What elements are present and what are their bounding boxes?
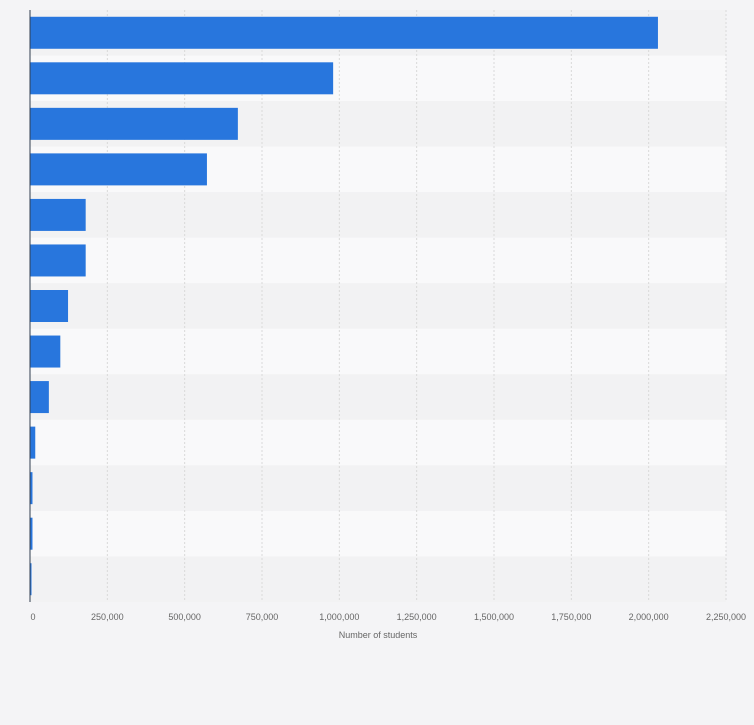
row-band [30,465,726,511]
row-band [30,192,726,238]
bars [30,16,658,596]
x-tick-label: 2,250,000 [706,612,746,622]
bar [30,16,658,49]
bar [30,381,49,414]
x-tick-label: 1,750,000 [551,612,591,622]
row-band [30,237,726,284]
x-tick-label: 1,500,000 [474,612,514,622]
gridlines [106,10,727,602]
bar [30,290,69,322]
bar [30,198,86,231]
row-band [30,556,726,602]
x-tick-label: 0 [30,612,35,622]
bar [30,153,207,186]
bar [30,244,86,277]
x-tick-label: 2,000,000 [629,612,669,622]
x-tick-label: 1,000,000 [319,612,359,622]
bar [30,472,33,505]
bar [30,335,61,368]
row-band [30,510,726,557]
x-tick-label: 750,000 [246,612,279,622]
x-axis-ticks: 0 250,000 500,000 750,000 1,000,000 1,250,000… [30,612,746,622]
bar [30,62,334,95]
x-tick-label: 1,250,000 [397,612,437,622]
row-bands [30,10,726,602]
row-band [30,374,726,420]
row-band [30,283,726,329]
bar [30,517,33,550]
row-band [30,328,726,375]
row-band [30,419,726,466]
x-tick-label: 250,000 [91,612,124,622]
bar [30,107,238,140]
bar [30,426,36,459]
bar [30,563,32,596]
x-axis-label: Number of students [339,630,418,640]
x-tick-label: 500,000 [168,612,201,622]
